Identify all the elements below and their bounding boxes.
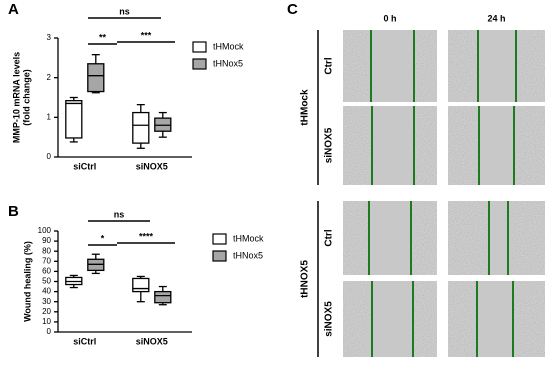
box [65, 100, 83, 139]
y-tick-label: 20 [42, 307, 51, 316]
panel-label: C [287, 1, 298, 18]
y-tick-label: 90 [42, 236, 51, 245]
y-tick-label: 0 [47, 152, 52, 161]
x-tick-label: siNOX5 [136, 336, 168, 346]
y-tick-label: 3 [47, 33, 52, 42]
y-tick-label: 50 [42, 277, 51, 286]
wound-gap [372, 281, 413, 357]
box [154, 290, 172, 304]
significance-label: * [101, 233, 105, 243]
significance-label: *** [141, 30, 152, 40]
panel-label: A [8, 1, 19, 18]
row-label: siNOX5 [324, 127, 335, 163]
wound-gap [477, 281, 513, 357]
x-tick-label: siCtrl [73, 336, 96, 346]
column-label: 24 h [487, 13, 505, 23]
group-label: tHNOX5 [300, 260, 311, 298]
wound-gap [369, 201, 411, 275]
y-tick-label: 70 [42, 256, 51, 265]
legend-label: tHMock [233, 233, 264, 243]
box [132, 111, 150, 144]
y-axis-label: (fold change) [21, 69, 31, 126]
wound-gap [479, 106, 514, 185]
legend-swatch [212, 250, 227, 262]
x-tick-label: siNOX5 [136, 161, 168, 171]
y-tick-label: 30 [42, 297, 51, 306]
y-tick-label: 1 [47, 112, 52, 121]
row-label: Ctrl [324, 229, 335, 246]
y-axis-label: Wound healing (%) [22, 241, 32, 322]
wound-gap [489, 201, 508, 275]
box [132, 277, 150, 293]
y-tick-label: 60 [42, 267, 51, 276]
group-label: tHMock [300, 89, 311, 126]
legend-swatch [192, 58, 207, 70]
y-tick-label: 0 [47, 327, 52, 336]
y-tick-label: 100 [38, 226, 52, 235]
significance-label: **** [139, 231, 154, 241]
wound-gap [371, 30, 414, 102]
legend-swatch [212, 233, 227, 245]
y-tick-label: 40 [42, 287, 51, 296]
legend-swatch [192, 41, 207, 53]
panel-label: B [8, 203, 19, 220]
row-label: Ctrl [324, 57, 335, 74]
x-tick-label: siCtrl [73, 161, 96, 171]
box [87, 63, 105, 93]
y-axis-label: MMP-10 mRNA levels [11, 52, 21, 143]
column-label: 0 h [383, 13, 396, 23]
y-tick-label: 2 [47, 73, 52, 82]
significance-label: ** [99, 32, 107, 42]
row-label: siNOX5 [324, 301, 335, 337]
legend-label: tHNox5 [213, 58, 243, 68]
y-tick-label: 10 [42, 317, 51, 326]
wound-gap [478, 30, 516, 102]
wound-gap [372, 106, 414, 185]
significance-label: ns [114, 209, 125, 219]
y-tick-label: 80 [42, 246, 51, 255]
legend-label: tHMock [213, 41, 244, 51]
significance-label: ns [119, 6, 130, 16]
legend-label: tHNox5 [233, 250, 263, 260]
